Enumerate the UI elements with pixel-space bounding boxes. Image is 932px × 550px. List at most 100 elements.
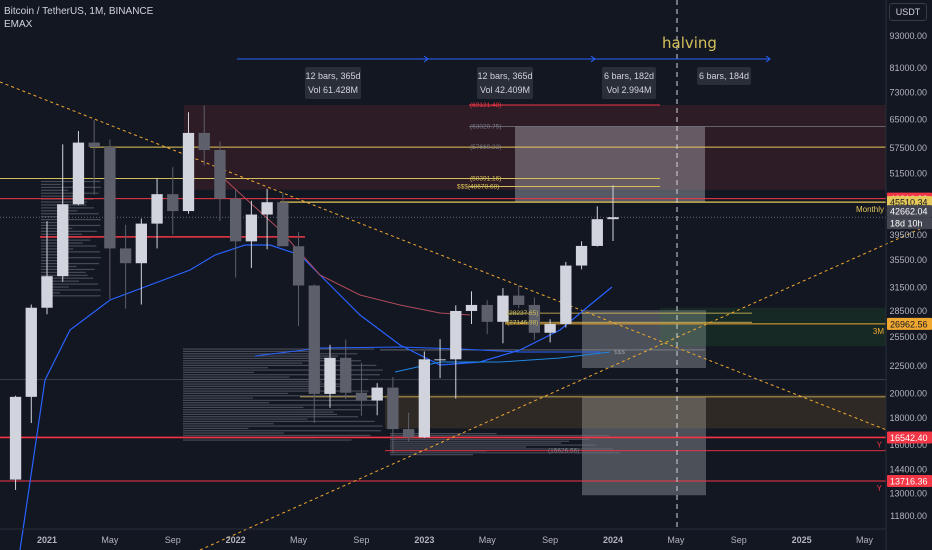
- candle-body: [591, 219, 603, 246]
- volume-profile-bar: [183, 364, 377, 367]
- volume-profile-bar: [183, 369, 383, 371]
- volume-profile-bar: [183, 439, 352, 441]
- measure-box-3-vol: Vol 2.994M: [606, 85, 652, 95]
- volume-profile-bar: [390, 454, 474, 456]
- arrow-head: [590, 55, 596, 63]
- price-label: 26962.56: [890, 319, 928, 329]
- volume-profile-bar: [390, 434, 610, 437]
- volume-profile-bar: [41, 260, 67, 262]
- candle-body: [513, 295, 525, 305]
- level-annotation: $$$(48678.68): [457, 184, 499, 191]
- volume-profile-bar: [183, 390, 369, 392]
- demand-zone-upper: [660, 307, 886, 347]
- currency-button[interactable]: USDT: [889, 3, 927, 21]
- x-tick-label: 2021: [37, 535, 57, 545]
- volume-profile-bar: [390, 444, 596, 446]
- volume-profile-bar: [41, 262, 100, 265]
- indicator-name: EMAX: [4, 19, 33, 30]
- three-month-tag: 3M: [873, 327, 884, 336]
- level-annotation: (63020.75): [470, 123, 501, 130]
- y-tick-label: 65000.00: [889, 114, 927, 124]
- y-tick-label: 20000.00: [889, 388, 927, 398]
- candle-body: [402, 429, 415, 438]
- volume-profile-bar: [390, 438, 590, 440]
- ema-mid-line: [219, 174, 471, 316]
- projection-box-low: [582, 396, 706, 496]
- price-label: 45510.34: [890, 198, 928, 208]
- candle-body: [25, 307, 37, 397]
- volume-profile-bar: [183, 374, 380, 376]
- price-label: 13716.36: [890, 477, 928, 487]
- candle-body: [245, 214, 258, 242]
- volume-profile-bar: [183, 395, 381, 397]
- volume-profile-bar: [183, 362, 303, 364]
- candle-body: [72, 142, 85, 205]
- volume-profile-bar: [183, 355, 338, 357]
- candle-body: [57, 204, 69, 277]
- volume-profile-bar: [183, 430, 382, 432]
- volume-profile-bar: [41, 221, 62, 224]
- measure-box-2-vol: Vol 42.409M: [479, 85, 531, 95]
- x-tick-label: May: [290, 535, 308, 545]
- monthly-tag: Monthly: [856, 205, 884, 214]
- volume-profile-bar: [390, 448, 613, 450]
- volume-profile-bar: [183, 392, 289, 395]
- volume-profile-bar: [390, 446, 527, 448]
- candle-body: [465, 304, 478, 311]
- level-annotation: (15626.56): [548, 448, 579, 455]
- volume-profile-bar: [390, 442, 562, 444]
- candle-body: [544, 323, 556, 333]
- volume-profile-bar: [41, 283, 99, 285]
- y-tick-label: 35500.00: [889, 255, 927, 265]
- volume-profile-bar: [183, 402, 270, 404]
- volume-profile-bar: [183, 409, 361, 411]
- level-annotation: (27146.98): [507, 319, 538, 326]
- measure-box-4: 6 bars, 184d: [697, 67, 751, 85]
- candle-body: [198, 132, 210, 151]
- x-tick-label: May: [101, 535, 119, 545]
- candle-body: [324, 357, 336, 394]
- candle-body: [575, 245, 588, 266]
- volume-profile-bar: [183, 423, 274, 425]
- volume-profile-bar: [183, 383, 348, 385]
- x-tick-label: 2024: [603, 535, 623, 545]
- volume-profile-bar: [390, 440, 570, 442]
- candle-body: [292, 246, 305, 286]
- y-tick-label: 11800.00: [890, 511, 927, 521]
- volume-profile-bar: [183, 434, 371, 436]
- arrow-head: [765, 55, 771, 63]
- x-tick-label: Sep: [731, 535, 747, 545]
- candle-body: [151, 194, 163, 224]
- projection-box-mid: [582, 310, 706, 369]
- volume-profile-bar: [183, 385, 349, 388]
- measure-box-2-bars: 12 bars, 365d: [477, 71, 533, 81]
- candle-body: [308, 285, 320, 394]
- level-annotation: (28237.65): [507, 310, 538, 317]
- candle-body: [434, 359, 446, 361]
- trendline-down: [0, 81, 887, 431]
- volume-profile-bar: [183, 399, 383, 402]
- volume-profile-bar: [41, 257, 101, 259]
- candle-body: [560, 265, 572, 324]
- y-tick-label: 25500.00: [889, 332, 927, 342]
- volume-profile-bar: [183, 348, 375, 350]
- volume-profile-bar: [183, 371, 255, 374]
- candle-body: [418, 359, 430, 438]
- arrow-head: [423, 55, 429, 63]
- symbol-title: Bitcoin / TetherUS, 1M, BINANCE: [4, 6, 154, 17]
- volume-profile-bar: [183, 357, 333, 360]
- volume-profile-bar: [41, 216, 68, 218]
- volume-profile-bar: [41, 289, 101, 291]
- price-label-bg: [887, 205, 932, 218]
- volume-profile-bar: [183, 350, 309, 353]
- yearly-tag: Y: [877, 484, 883, 493]
- volume-profile-bar: [183, 360, 362, 362]
- volume-profile-bar: [41, 245, 97, 247]
- y-tick-label: 51500.00: [889, 168, 927, 178]
- candle-body: [371, 387, 383, 401]
- volume-profile-bar: [41, 192, 99, 194]
- price-label-bg: [887, 475, 932, 488]
- x-tick-label: May: [856, 535, 874, 545]
